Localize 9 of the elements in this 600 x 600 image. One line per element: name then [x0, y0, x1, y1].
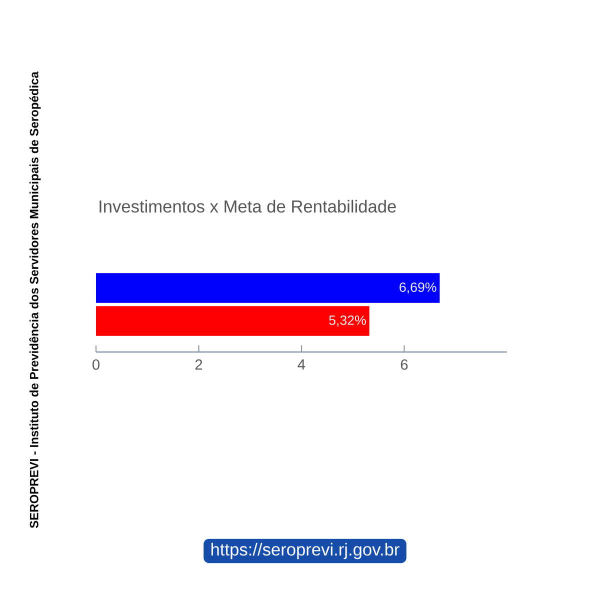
x-tick-label: 6: [400, 359, 408, 370]
text: SEROPREVI - Instituto de Previdência dos Servidores Municipais de Seropédica: [29, 72, 41, 528]
chart-title: Investimentos x Meta de Rentabilidade: [100, 200, 396, 213]
x-tick-label: 0: [92, 359, 100, 370]
data-label: 6,69%: [400, 282, 436, 294]
data-label: 5,32%: [329, 316, 366, 327]
x-tick-label: 4: [298, 359, 306, 370]
x-tick-label: 2: [195, 359, 202, 370]
text: https://seroprevi.rj.gov.br: [211, 542, 400, 560]
